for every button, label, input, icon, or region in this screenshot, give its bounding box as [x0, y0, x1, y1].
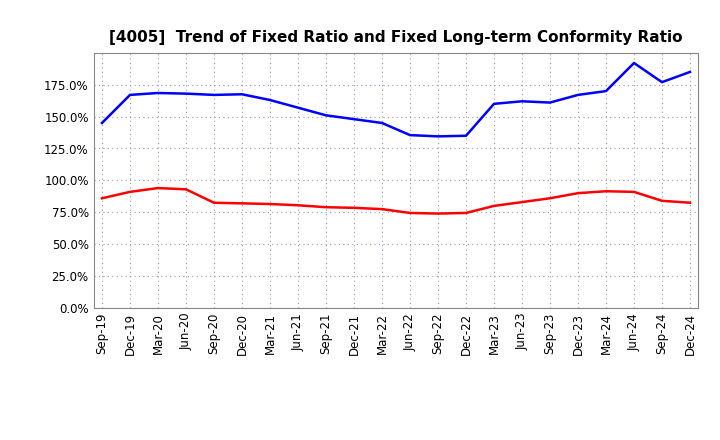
- Fixed Ratio: [294, 105, 302, 110]
- Fixed Ratio: [98, 120, 107, 126]
- Fixed Long-term Conformity Ratio: [238, 201, 246, 206]
- Fixed Ratio: [685, 69, 694, 74]
- Fixed Ratio: [266, 97, 274, 103]
- Fixed Ratio: [657, 80, 666, 85]
- Fixed Long-term Conformity Ratio: [126, 189, 135, 194]
- Fixed Ratio: [630, 60, 639, 66]
- Fixed Long-term Conformity Ratio: [405, 210, 414, 216]
- Fixed Long-term Conformity Ratio: [181, 187, 190, 192]
- Fixed Long-term Conformity Ratio: [153, 185, 162, 191]
- Fixed Long-term Conformity Ratio: [546, 196, 554, 201]
- Fixed Long-term Conformity Ratio: [350, 205, 359, 210]
- Title: [4005]  Trend of Fixed Ratio and Fixed Long-term Conformity Ratio: [4005] Trend of Fixed Ratio and Fixed Lo…: [109, 29, 683, 45]
- Fixed Ratio: [433, 134, 442, 139]
- Fixed Long-term Conformity Ratio: [433, 211, 442, 216]
- Fixed Ratio: [350, 117, 359, 122]
- Fixed Long-term Conformity Ratio: [266, 202, 274, 207]
- Fixed Ratio: [181, 91, 190, 96]
- Fixed Ratio: [574, 92, 582, 98]
- Fixed Long-term Conformity Ratio: [98, 196, 107, 201]
- Fixed Ratio: [210, 92, 218, 98]
- Fixed Ratio: [546, 100, 554, 105]
- Fixed Long-term Conformity Ratio: [630, 189, 639, 194]
- Fixed Ratio: [518, 99, 526, 104]
- Fixed Ratio: [126, 92, 135, 98]
- Fixed Ratio: [490, 101, 498, 106]
- Fixed Ratio: [238, 92, 246, 97]
- Fixed Ratio: [378, 120, 387, 126]
- Fixed Long-term Conformity Ratio: [574, 191, 582, 196]
- Fixed Long-term Conformity Ratio: [490, 203, 498, 209]
- Fixed Long-term Conformity Ratio: [462, 210, 470, 216]
- Line: Fixed Ratio: Fixed Ratio: [102, 63, 690, 136]
- Fixed Long-term Conformity Ratio: [322, 205, 330, 210]
- Fixed Ratio: [602, 88, 611, 94]
- Fixed Long-term Conformity Ratio: [657, 198, 666, 203]
- Fixed Ratio: [153, 90, 162, 95]
- Fixed Long-term Conformity Ratio: [294, 203, 302, 208]
- Line: Fixed Long-term Conformity Ratio: Fixed Long-term Conformity Ratio: [102, 188, 690, 213]
- Fixed Ratio: [462, 133, 470, 139]
- Fixed Long-term Conformity Ratio: [378, 206, 387, 212]
- Fixed Long-term Conformity Ratio: [210, 200, 218, 205]
- Fixed Ratio: [322, 113, 330, 118]
- Fixed Ratio: [405, 132, 414, 138]
- Fixed Long-term Conformity Ratio: [518, 199, 526, 205]
- Fixed Long-term Conformity Ratio: [602, 189, 611, 194]
- Fixed Long-term Conformity Ratio: [685, 200, 694, 205]
